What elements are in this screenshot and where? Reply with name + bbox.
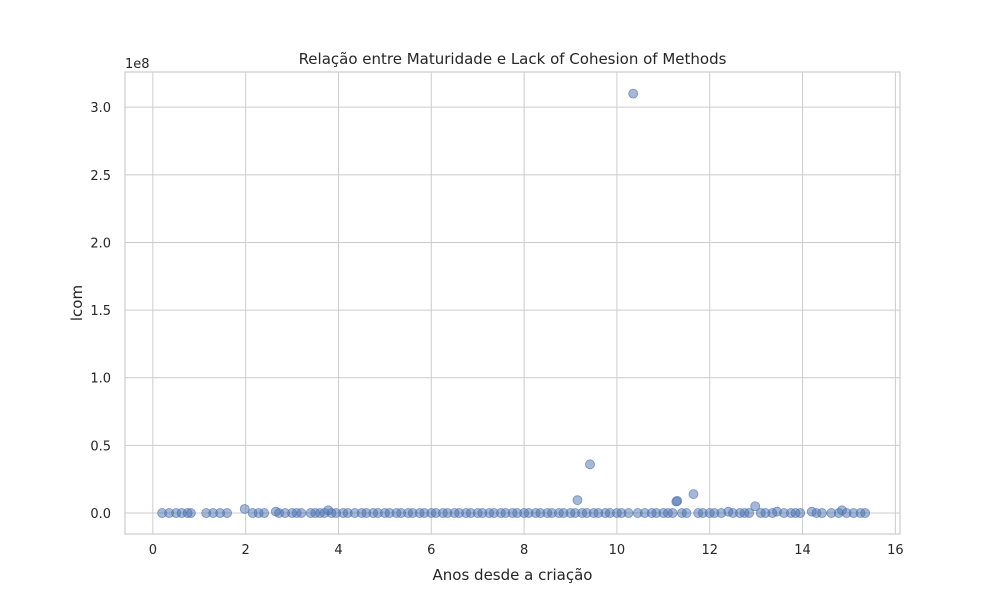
scatter-point <box>585 459 595 470</box>
y-tick-label: 2.5 <box>90 169 111 184</box>
scatter-point <box>667 508 678 518</box>
data-points <box>157 88 871 518</box>
scatter-point <box>672 495 683 506</box>
x-tick-label: 10 <box>609 543 626 558</box>
y-tick-label: 0.0 <box>90 507 111 522</box>
x-tick-label: 8 <box>520 543 528 558</box>
scatter-point <box>860 508 871 518</box>
x-tick-label: 14 <box>794 543 811 558</box>
scatter-point <box>572 495 583 506</box>
x-tick-label: 6 <box>427 543 435 558</box>
x-axis-label: Anos desde a criação <box>433 566 593 584</box>
y-tick-label: 3.0 <box>90 101 111 116</box>
x-tick-label: 16 <box>887 543 904 558</box>
x-tick-label: 4 <box>334 543 342 558</box>
scatter-point <box>623 508 634 518</box>
x-tick-labels: 0 2 4 6 8 10 12 14 16 <box>149 543 904 558</box>
scatter-point <box>681 508 692 518</box>
scatter-point <box>688 489 699 499</box>
y-tick-label: 1.0 <box>90 372 111 387</box>
scatter-point <box>750 501 761 512</box>
scatter-point <box>239 504 250 514</box>
y-offset-text: 1e8 <box>125 57 150 72</box>
scatter-point <box>296 508 307 518</box>
y-tick-labels: 0.0 0.5 1.0 1.5 2.0 2.5 3.0 <box>90 101 111 522</box>
plot-frame <box>124 71 901 535</box>
x-tick-label: 2 <box>242 543 250 558</box>
scatter-point <box>222 508 232 518</box>
y-tick-label: 0.5 <box>90 439 111 454</box>
y-axis-label: lcom <box>68 285 86 321</box>
x-tick-label: 0 <box>149 543 157 558</box>
scatter-point <box>259 508 270 518</box>
y-tick-label: 1.5 <box>90 304 111 319</box>
grid <box>125 72 900 534</box>
scatter-point <box>185 508 196 518</box>
scatter-point <box>628 88 639 99</box>
chart-title: Relação entre Maturidade e Lack of Cohes… <box>299 50 727 68</box>
scatter-point <box>795 508 806 518</box>
x-tick-label: 12 <box>701 543 718 558</box>
y-tick-label: 2.0 <box>90 236 111 251</box>
scatter-point <box>744 508 755 518</box>
scatter-point <box>817 508 827 518</box>
